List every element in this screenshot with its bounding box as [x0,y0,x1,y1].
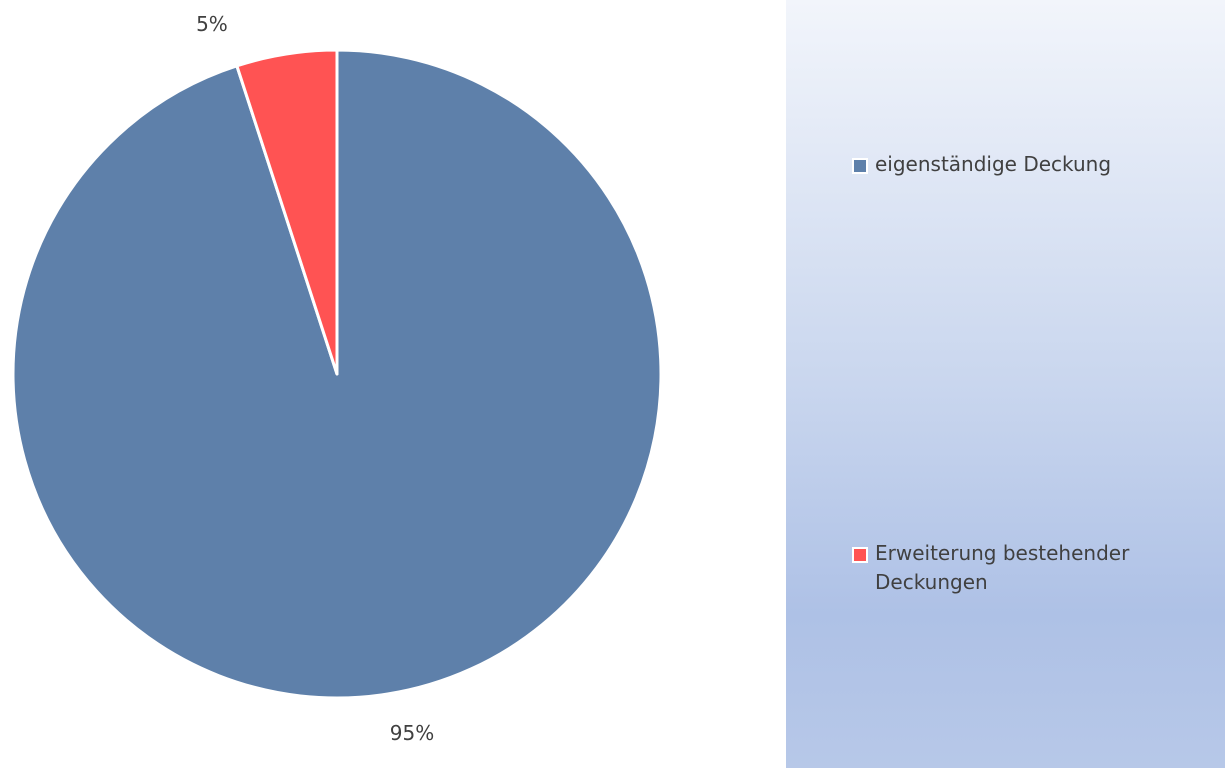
data-label-slice-2: 5% [196,12,228,36]
legend: eigenständige Deckung Erweiterung besteh… [786,0,1225,768]
legend-swatch-erweiterung [852,547,868,563]
pie-chart: 95% 5% [11,12,663,745]
legend-label-erweiterung: Erweiterung bestehender Deckungen [875,541,1130,594]
data-label-slice-1: 95% [390,721,434,745]
legend-item-eigenstaendige-deckung: eigenständige Deckung [852,150,1111,179]
legend-label-eigenstaendige-deckung: eigenständige Deckung [875,152,1112,176]
legend-item-erweiterung: Erweiterung bestehender Deckungen [852,539,1192,597]
legend-swatch-eigenstaendige-deckung [852,158,868,174]
pie-slice-2 [235,48,339,376]
